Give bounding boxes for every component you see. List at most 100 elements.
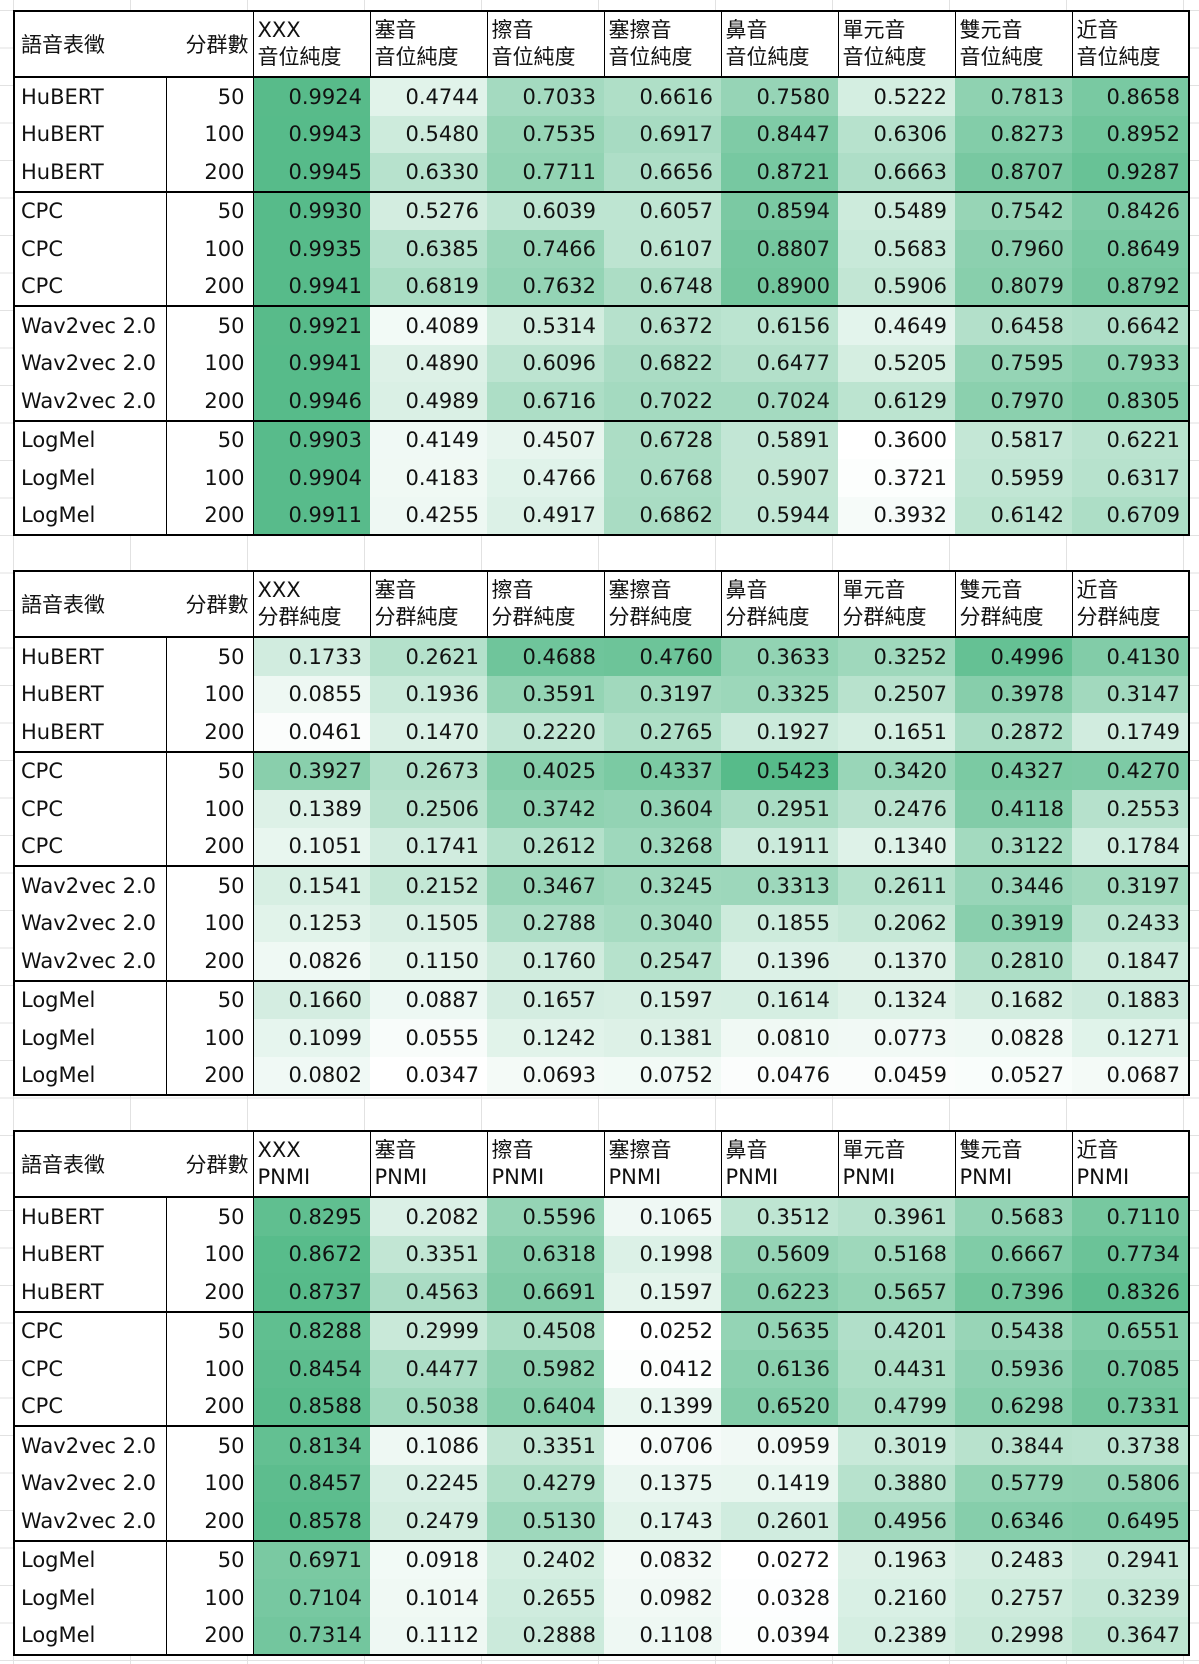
value-cell[interactable]: 0.1998	[604, 1235, 721, 1273]
header-category[interactable]: 近音 分群純度	[1071, 570, 1190, 638]
value-cell[interactable]: 0.9911	[253, 496, 370, 536]
value-cell[interactable]: 0.5959	[955, 459, 1072, 497]
value-cell[interactable]: 0.9946	[253, 382, 370, 421]
value-cell[interactable]: 0.9287	[1072, 153, 1190, 192]
value-cell[interactable]: 0.7110	[1072, 1197, 1190, 1236]
representation-cell[interactable]: CPC	[13, 267, 167, 306]
header-category[interactable]: 擦音 PNMI	[486, 1130, 604, 1198]
clusters-cell[interactable]: 50	[166, 1425, 254, 1465]
value-cell[interactable]: 0.0347	[370, 1056, 487, 1096]
value-cell[interactable]: 0.2621	[370, 637, 487, 676]
value-cell[interactable]: 0.1086	[370, 1425, 487, 1465]
value-cell[interactable]: 0.3252	[838, 637, 955, 676]
value-cell[interactable]: 0.8288	[253, 1310, 370, 1350]
value-cell[interactable]: 0.7542	[955, 190, 1072, 230]
value-cell[interactable]: 0.0394	[721, 1616, 838, 1656]
value-cell[interactable]: 0.5944	[721, 496, 838, 536]
value-cell[interactable]: 0.7022	[604, 382, 721, 421]
representation-cell[interactable]: Wav2vec 2.0	[13, 305, 167, 345]
value-cell[interactable]: 0.1682	[955, 979, 1072, 1019]
value-cell[interactable]: 0.5276	[370, 190, 487, 230]
clusters-cell[interactable]: 100	[166, 790, 254, 828]
value-cell[interactable]: 0.1375	[604, 1464, 721, 1502]
value-cell[interactable]: 0.0706	[604, 1425, 721, 1465]
value-cell[interactable]: 0.8707	[955, 153, 1072, 192]
value-cell[interactable]: 0.1760	[487, 942, 604, 981]
value-cell[interactable]: 0.2757	[955, 1579, 1072, 1617]
representation-cell[interactable]: LogMel	[13, 1579, 167, 1617]
value-cell[interactable]: 0.6317	[1072, 459, 1190, 497]
representation-cell[interactable]: LogMel	[13, 979, 167, 1019]
representation-cell[interactable]: HuBERT	[13, 1273, 167, 1312]
value-cell[interactable]: 0.6716	[487, 382, 604, 421]
value-cell[interactable]: 0.3197	[1072, 865, 1190, 905]
value-cell[interactable]: 0.0832	[604, 1539, 721, 1579]
clusters-cell[interactable]: 100	[166, 344, 254, 382]
value-cell[interactable]: 0.2506	[370, 790, 487, 828]
value-cell[interactable]: 0.6768	[604, 459, 721, 497]
representation-cell[interactable]: HuBERT	[13, 115, 167, 153]
value-cell[interactable]: 0.8737	[253, 1273, 370, 1312]
value-cell[interactable]: 0.8134	[253, 1425, 370, 1465]
header-category[interactable]: XXX 音位純度	[252, 10, 370, 78]
representation-cell[interactable]: CPC	[13, 1350, 167, 1388]
value-cell[interactable]: 0.3978	[955, 675, 1072, 713]
value-cell[interactable]: 0.7933	[1072, 344, 1190, 382]
value-cell[interactable]: 0.2389	[838, 1616, 955, 1656]
value-cell[interactable]: 0.1014	[370, 1579, 487, 1617]
clusters-cell[interactable]: 100	[166, 904, 254, 942]
value-cell[interactable]: 0.1911	[721, 827, 838, 866]
value-cell[interactable]: 0.1381	[604, 1019, 721, 1057]
value-cell[interactable]: 0.7813	[955, 77, 1072, 116]
value-cell[interactable]: 0.3961	[838, 1197, 955, 1236]
value-cell[interactable]: 0.0459	[838, 1056, 955, 1096]
clusters-cell[interactable]: 100	[166, 115, 254, 153]
value-cell[interactable]: 0.9930	[253, 190, 370, 230]
value-cell[interactable]: 0.6667	[955, 1235, 1072, 1273]
value-cell[interactable]: 0.4508	[487, 1310, 604, 1350]
clusters-cell[interactable]: 50	[166, 865, 254, 905]
value-cell[interactable]: 0.3721	[838, 459, 955, 497]
representation-cell[interactable]: LogMel	[13, 496, 167, 536]
value-cell[interactable]: 0.7396	[955, 1273, 1072, 1312]
value-cell[interactable]: 0.1784	[1072, 827, 1190, 866]
header-category[interactable]: 雙元音 音位純度	[954, 10, 1072, 78]
value-cell[interactable]: 0.1657	[487, 979, 604, 1019]
value-cell[interactable]: 0.6223	[721, 1273, 838, 1312]
value-cell[interactable]: 0.3420	[838, 750, 955, 790]
value-cell[interactable]: 0.8457	[253, 1464, 370, 1502]
value-cell[interactable]: 0.4025	[487, 750, 604, 790]
value-cell[interactable]: 0.4989	[370, 382, 487, 421]
representation-cell[interactable]: CPC	[13, 230, 167, 268]
value-cell[interactable]: 0.6663	[838, 153, 955, 192]
value-cell[interactable]: 0.4183	[370, 459, 487, 497]
value-cell[interactable]: 0.6298	[955, 1387, 1072, 1426]
clusters-cell[interactable]: 200	[166, 1387, 254, 1426]
value-cell[interactable]: 0.7535	[487, 115, 604, 153]
value-cell[interactable]: 0.8326	[1072, 1273, 1190, 1312]
header-category[interactable]: XXX PNMI	[252, 1130, 370, 1198]
value-cell[interactable]: 0.9945	[253, 153, 370, 192]
value-cell[interactable]: 0.6616	[604, 77, 721, 116]
value-cell[interactable]: 0.1242	[487, 1019, 604, 1057]
value-cell[interactable]: 0.6819	[370, 267, 487, 306]
value-cell[interactable]: 0.1855	[721, 904, 838, 942]
value-cell[interactable]: 0.1340	[838, 827, 955, 866]
value-cell[interactable]: 0.0959	[721, 1425, 838, 1465]
representation-cell[interactable]: Wav2vec 2.0	[13, 1425, 167, 1465]
value-cell[interactable]: 0.7033	[487, 77, 604, 116]
representation-cell[interactable]: LogMel	[13, 419, 167, 459]
value-cell[interactable]: 0.5806	[1072, 1464, 1190, 1502]
representation-cell[interactable]: HuBERT	[13, 675, 167, 713]
value-cell[interactable]: 0.2951	[721, 790, 838, 828]
value-cell[interactable]: 0.1505	[370, 904, 487, 942]
value-cell[interactable]: 0.2765	[604, 713, 721, 752]
representation-cell[interactable]: LogMel	[13, 459, 167, 497]
value-cell[interactable]: 0.8454	[253, 1350, 370, 1388]
value-cell[interactable]: 0.4089	[370, 305, 487, 345]
value-cell[interactable]: 0.3446	[955, 865, 1072, 905]
value-cell[interactable]: 0.6862	[604, 496, 721, 536]
value-cell[interactable]: 0.5222	[838, 77, 955, 116]
value-cell[interactable]: 0.6691	[487, 1273, 604, 1312]
value-cell[interactable]: 0.5982	[487, 1350, 604, 1388]
